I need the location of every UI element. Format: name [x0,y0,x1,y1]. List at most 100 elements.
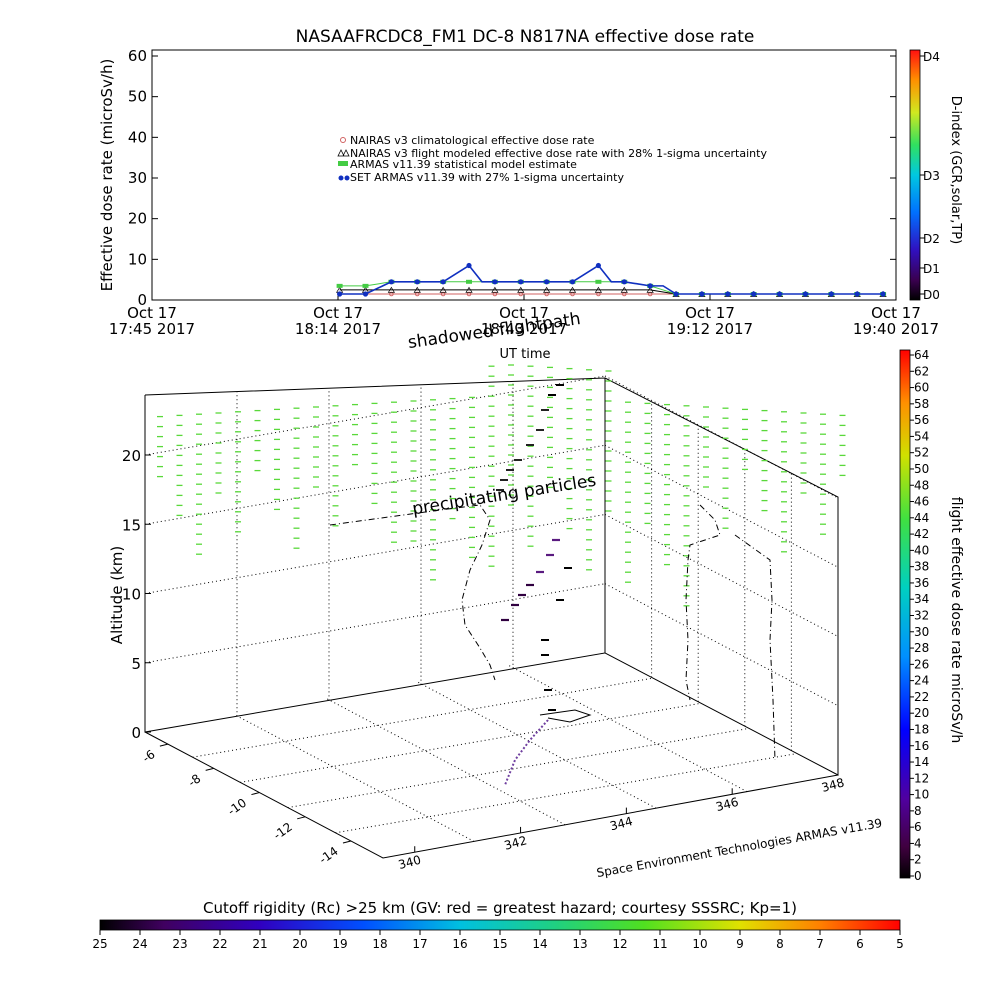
floor-grid-b [326,698,566,826]
point-set-armas [880,291,886,297]
floor-grid-a [192,677,653,758]
point-set-armas [751,291,757,297]
legend-marker-set-armas-1 [338,175,344,181]
dindex-colorbar [909,49,921,301]
floor-grid-b [235,714,475,842]
point-nairas-flight [568,286,577,293]
dindex-tick-label: D1 [923,262,940,276]
point-set-armas [544,279,550,285]
point-set-armas [776,291,783,297]
legend-label-nairas-clim: NAIRAS v3 climatological effective dose … [350,134,595,147]
track-shadow-left [329,504,496,681]
point-nairas-flight [413,286,421,293]
series-line-3 [339,264,884,295]
dose-colorbar-tick-label: 14 [914,755,929,769]
point-armas-model [362,283,369,288]
dose-colorbar-tick-label: 64 [914,348,929,362]
dose-colorbar-tick-label: 56 [914,413,929,427]
rc-colorbar-tick-label: 16 [452,937,467,951]
point-nairas-flight [491,286,499,293]
dose-colorbar-tick-label: 12 [914,771,929,785]
point-set-armas [388,279,394,285]
left-wall-grid [144,583,606,664]
latitude-tick [251,792,260,796]
point-nairas-flight [439,286,447,293]
point-set-armas [569,279,576,285]
latitude-tick [205,767,214,771]
rc-colorbar-tick-label: 20 [292,937,307,951]
rc-colorbar-tick-label: 5 [896,937,904,951]
rc-colorbar-tick-label: 14 [532,937,547,951]
altitude-tick-label: 10 [122,586,141,604]
chart-title: NASAAFRCDC8_FM1 DC-8 N817NA effective do… [296,27,755,47]
dose-colorbar-tick-label: 58 [914,397,929,411]
legend-marker-set-armas-2 [344,175,350,181]
top-x-axis-label: UT time [500,347,551,362]
point-set-armas [492,279,498,285]
altitude-ticks: 0 5 10 15 20 [122,447,151,742]
flight-track [329,384,776,786]
dose-colorbar-tick-label: 34 [914,592,929,606]
rc-colorbar-tick-label: 12 [612,937,627,951]
point-nairas-flight [646,286,654,293]
dose-colorbar-tick-label: 38 [914,560,929,574]
dose-colorbar-tick-label: 62 [914,364,929,378]
point-set-armas [854,291,860,297]
latitude-tick-label: -14 [317,844,341,867]
dindex-label: D-index (GCR,solar,TP) [948,96,963,244]
dose-colorbar-tick-label: 50 [914,462,929,476]
rc-colorbar-tick-label: 25 [92,937,107,951]
point-set-armas [362,291,369,297]
track-shadow-right [685,504,721,701]
longitude-ticks: 340 342 344 346 348 [397,769,846,872]
dose-colorbar-tick-label: 16 [914,739,929,753]
point-nairas-flight [594,286,603,293]
legend-marker-nairas-clim [340,137,346,143]
latitude-tick [159,743,169,747]
floor-grid-b [508,665,748,793]
top-x-tick-label-time: 18:43 2017 [481,320,567,338]
top-x-tick-label-time: 17:45 2017 [109,320,195,338]
left-wall-grid [144,444,606,525]
rc-colorbar-tick-label: 11 [652,937,667,951]
legend-label-nairas-flight: NAIRAS v3 flight modeled effective dose … [350,147,767,160]
point-nairas-flight [465,286,473,293]
rc-colorbar-tick-label: 17 [412,937,427,951]
latitude-tick-label: -6 [140,747,158,765]
floor-grid-a [240,702,701,783]
point-set-armas [466,262,472,269]
rc-colorbar-tick-label: 22 [212,937,227,951]
rc-colorbar-tick-label: 9 [736,937,744,951]
point-set-armas [337,291,343,297]
rc-colorbar-tick-label: 21 [252,937,267,951]
top-y-ticks: 0 10 20 30 40 50 60 [128,47,896,309]
top-x-tick-label-date: Oct 17 [127,304,177,322]
floor-grid-a [335,753,796,834]
dose-colorbar-tick-label: 22 [914,690,929,704]
top-x-tick-label-date: Oct 17 [871,304,921,322]
point-set-armas [828,291,834,297]
longitude-tick-label: 342 [503,833,529,852]
dose-colorbar-tick-label: 54 [914,429,929,443]
rc-colorbar-tick-label: 6 [856,937,864,951]
point-set-armas [414,279,420,285]
point-set-armas [647,283,653,289]
top-y-tick-label: 50 [128,88,147,106]
dose-colorbar-tick-label: 42 [914,527,929,541]
dose-colorbar-tick-label: 32 [914,609,929,623]
longitude-tick-label: 340 [397,853,423,872]
back-right-wall [604,377,839,776]
legend-entry-armas-model: ARMAS v11.39 statistical model estimate [338,158,577,171]
left-wall-grid [144,514,606,594]
point-nairas-flight [387,286,395,293]
dose-colorbar-tick-label: 20 [914,706,929,720]
point-set-armas [802,291,809,297]
rc-colorbar-label: Cutoff rigidity (Rc) >25 km (GV: red = g… [203,899,797,917]
legend-marker-armas-model [338,161,348,166]
top-x-tick-label-date: Oct 17 [313,304,363,322]
top-x-tick-label-time: 19:40 2017 [853,320,939,338]
point-set-armas [440,279,446,285]
latitude-tick-label: -10 [225,796,249,819]
legend-label-armas-model: ARMAS v11.39 statistical model estimate [350,158,577,171]
